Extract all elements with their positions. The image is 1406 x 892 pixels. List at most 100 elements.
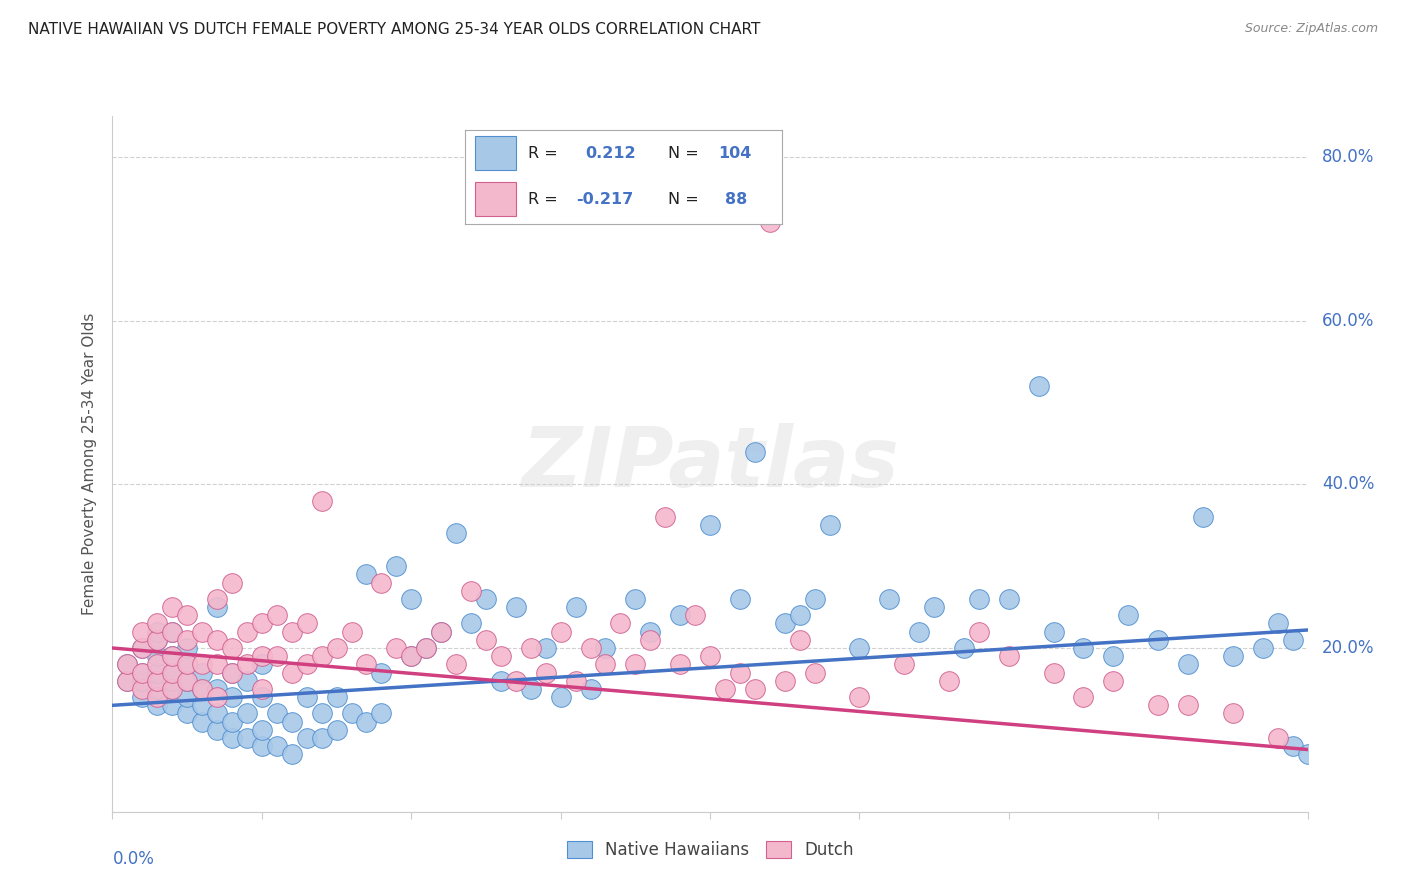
Point xyxy=(1073,640,1095,655)
Point xyxy=(266,706,288,721)
Point xyxy=(356,714,378,729)
Point xyxy=(489,673,512,688)
Point xyxy=(1102,673,1125,688)
Point xyxy=(117,657,139,672)
Point xyxy=(699,518,721,533)
Point xyxy=(311,731,333,745)
Point xyxy=(117,657,139,672)
Point xyxy=(624,657,647,672)
Point xyxy=(444,526,467,541)
Point xyxy=(848,640,870,655)
Point xyxy=(295,731,318,745)
Point xyxy=(250,681,273,696)
Point xyxy=(131,665,153,680)
Point xyxy=(1073,690,1095,705)
Point xyxy=(176,706,198,721)
Point xyxy=(938,673,960,688)
Point xyxy=(162,624,183,639)
Point xyxy=(967,591,990,606)
Point xyxy=(579,640,602,655)
Point xyxy=(340,706,363,721)
Point xyxy=(1147,698,1170,713)
Point xyxy=(534,640,557,655)
Point xyxy=(877,591,901,606)
Point xyxy=(191,681,214,696)
Point xyxy=(205,723,228,737)
Point xyxy=(205,600,228,615)
Point xyxy=(266,739,288,754)
Point xyxy=(505,673,527,688)
Point xyxy=(146,657,169,672)
Point xyxy=(1028,379,1050,393)
Point xyxy=(550,690,572,705)
Point xyxy=(250,649,273,664)
Point xyxy=(520,640,543,655)
Point xyxy=(505,600,527,615)
Point xyxy=(117,673,139,688)
Point xyxy=(848,690,870,705)
Point xyxy=(595,657,617,672)
Point xyxy=(162,665,183,680)
Point xyxy=(893,657,915,672)
Point xyxy=(131,624,153,639)
Point xyxy=(311,493,333,508)
Point xyxy=(430,624,453,639)
Point xyxy=(236,657,259,672)
Point xyxy=(221,731,243,745)
Point xyxy=(908,624,931,639)
Text: NATIVE HAWAIIAN VS DUTCH FEMALE POVERTY AMONG 25-34 YEAR OLDS CORRELATION CHART: NATIVE HAWAIIAN VS DUTCH FEMALE POVERTY … xyxy=(28,22,761,37)
Point xyxy=(370,665,392,680)
Point xyxy=(176,632,198,647)
Point xyxy=(1177,698,1199,713)
Point xyxy=(191,624,214,639)
Point xyxy=(131,673,153,688)
Point xyxy=(699,649,721,664)
Point xyxy=(176,673,198,688)
Point xyxy=(325,690,347,705)
Point xyxy=(1267,616,1289,631)
Point xyxy=(415,640,437,655)
Point xyxy=(221,665,243,680)
Point xyxy=(191,698,214,713)
Point xyxy=(191,714,214,729)
Point xyxy=(131,690,153,705)
Point xyxy=(311,706,333,721)
Point xyxy=(773,616,796,631)
Point xyxy=(370,575,392,590)
Point xyxy=(191,665,214,680)
Point xyxy=(205,657,228,672)
Point xyxy=(281,624,304,639)
Point xyxy=(669,608,692,623)
Point xyxy=(385,559,408,574)
Text: 60.0%: 60.0% xyxy=(1322,311,1374,330)
Point xyxy=(176,690,198,705)
Point xyxy=(638,624,662,639)
Point xyxy=(609,616,631,631)
Point xyxy=(162,649,183,664)
Point xyxy=(520,681,543,696)
Point xyxy=(221,640,243,655)
Point xyxy=(162,698,183,713)
Point xyxy=(205,681,228,696)
Point xyxy=(146,665,169,680)
Point xyxy=(564,673,586,688)
Point xyxy=(430,624,453,639)
Point xyxy=(162,649,183,664)
Point xyxy=(266,608,288,623)
Point xyxy=(1118,608,1140,623)
Point xyxy=(1042,665,1064,680)
Point xyxy=(1102,649,1125,664)
Point xyxy=(146,632,169,647)
Point xyxy=(176,640,198,655)
Point xyxy=(789,632,811,647)
Point xyxy=(953,640,976,655)
Text: Source: ZipAtlas.com: Source: ZipAtlas.com xyxy=(1244,22,1378,36)
Point xyxy=(564,600,586,615)
Point xyxy=(683,608,706,623)
Point xyxy=(146,649,169,664)
Point xyxy=(624,591,647,606)
Point xyxy=(176,657,198,672)
Point xyxy=(534,665,557,680)
Point xyxy=(162,681,183,696)
Point xyxy=(146,698,169,713)
